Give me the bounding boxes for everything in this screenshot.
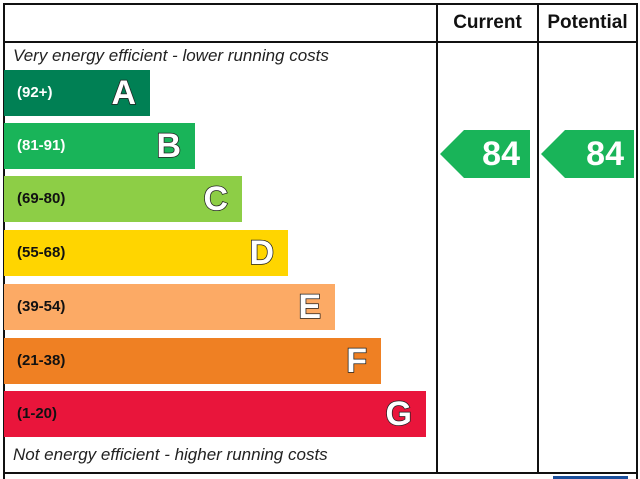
band-a: (92+) A bbox=[4, 70, 150, 116]
top-caption: Very energy efficient - lower running co… bbox=[13, 46, 329, 65]
band-range: (92+) bbox=[17, 84, 53, 101]
band-range: (1-20) bbox=[17, 405, 58, 422]
band-letter: B bbox=[156, 126, 182, 166]
frame-right bbox=[636, 3, 638, 479]
band-letter: D bbox=[249, 233, 275, 273]
band-letter: A bbox=[111, 73, 137, 113]
col-divider-current bbox=[436, 3, 438, 474]
band-letter: E bbox=[298, 287, 322, 327]
current-rating-value: 84 bbox=[482, 135, 520, 173]
band-range: (39-54) bbox=[17, 298, 66, 315]
band-range: (81-91) bbox=[17, 137, 66, 154]
header-divider bbox=[3, 41, 638, 43]
band-b: (81-91) B bbox=[4, 123, 195, 169]
footer-blue-mark bbox=[553, 476, 628, 479]
band-f: (21-38) F bbox=[4, 338, 381, 384]
col-divider-potential bbox=[537, 3, 539, 474]
header-potential: Potential bbox=[547, 12, 628, 33]
current-rating-arrow: 84 bbox=[440, 130, 530, 178]
band-letter: F bbox=[345, 341, 367, 381]
potential-rating-arrow: 84 bbox=[541, 130, 634, 178]
band-letter: G bbox=[385, 394, 413, 434]
band-range: (69-80) bbox=[17, 190, 66, 207]
band-e: (39-54) E bbox=[4, 284, 335, 330]
band-c: (69-80) C bbox=[4, 176, 242, 222]
frame-top bbox=[3, 3, 638, 5]
footer-divider bbox=[3, 472, 638, 474]
band-letter: C bbox=[203, 179, 229, 219]
bottom-caption: Not energy efficient - higher running co… bbox=[13, 445, 328, 464]
band-range: (55-68) bbox=[17, 244, 66, 261]
band-g: (1-20) G bbox=[4, 391, 426, 437]
band-d: (55-68) D bbox=[4, 230, 288, 276]
band-range: (21-38) bbox=[17, 352, 66, 369]
header-current: Current bbox=[453, 12, 522, 33]
potential-rating-value: 84 bbox=[586, 135, 624, 173]
